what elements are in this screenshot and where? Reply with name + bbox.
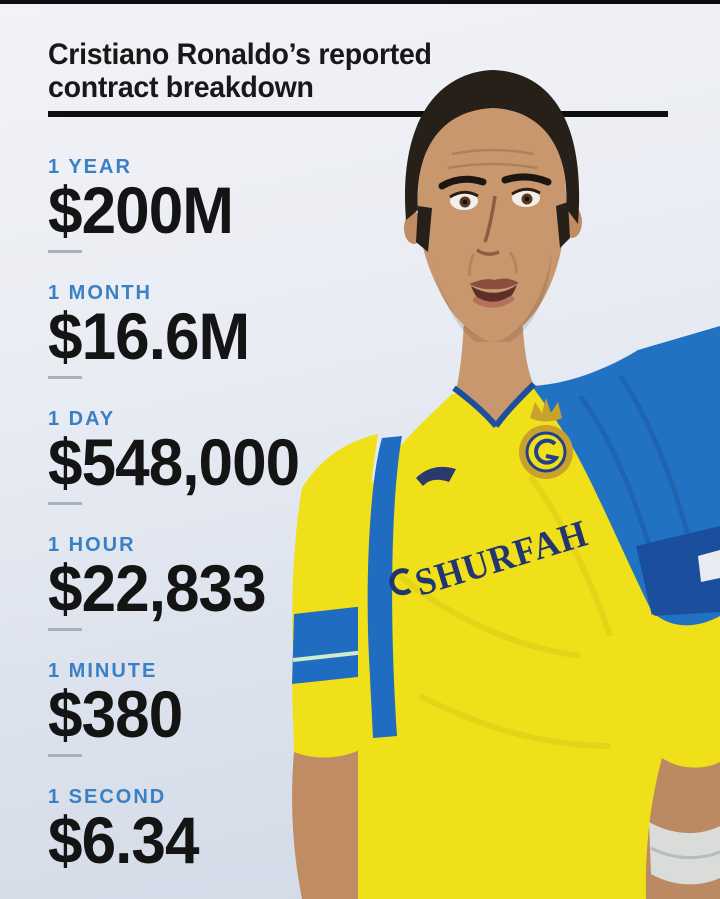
sponsor-mark <box>389 568 412 596</box>
stat-divider <box>48 628 82 631</box>
left-sleeve-lower <box>292 676 370 759</box>
jersey-folds <box>398 474 613 749</box>
stat-amount: $380 <box>48 677 183 751</box>
stat-divider <box>48 250 82 253</box>
eyelids <box>449 187 541 199</box>
page-title-line1: Cristiano Ronaldo’s reported <box>48 38 432 71</box>
right-sleeve-lower <box>651 614 720 767</box>
right-armband <box>636 526 720 616</box>
vneck-collar <box>452 381 537 428</box>
cheek-folds <box>468 251 518 277</box>
stat-amount: $200M <box>48 173 234 247</box>
page-title: Cristiano Ronaldo’s reported contract br… <box>48 38 432 104</box>
left-side-panel <box>367 436 402 738</box>
eyebrows <box>438 173 552 190</box>
nose <box>475 195 500 256</box>
stat-row-year: 1 YEAR $200M <box>48 156 358 253</box>
top-border-strip <box>0 0 720 4</box>
upper-lip <box>469 278 519 290</box>
stat-row-month: 1 MONTH $16.6M <box>48 282 358 379</box>
stat-row-minute: 1 MINUTE $380 <box>48 660 358 757</box>
stat-amount: $22,833 <box>48 551 267 625</box>
ronaldo-face <box>417 106 567 341</box>
page-title-line2: contract breakdown <box>48 71 314 104</box>
stat-period-label: 1 YEAR <box>48 156 132 178</box>
right-armband-patch <box>698 550 720 582</box>
stat-divider <box>48 502 82 505</box>
kit-maker-logo <box>416 466 456 486</box>
left-armband <box>292 606 367 686</box>
crest-glyph <box>534 438 560 465</box>
stat-period-label: 1 MINUTE <box>48 660 158 682</box>
left-pupil <box>462 199 468 205</box>
wristband <box>649 822 720 885</box>
crest-crown <box>530 398 562 422</box>
right-pupil <box>524 196 530 202</box>
stat-period-label: 1 HOUR <box>48 534 136 556</box>
stat-row-second: 1 SECOND $6.34 <box>48 786 358 877</box>
stat-amount: $16.6M <box>48 299 250 373</box>
right-sleeve-folds <box>577 374 691 557</box>
stat-row-hour: 1 HOUR $22,833 <box>48 534 358 631</box>
stat-period-label: 1 SECOND <box>48 786 167 808</box>
left-armband-stripe <box>292 650 367 662</box>
ronaldo-photo: SHURFAH <box>292 70 720 899</box>
contract-stats-list: 1 YEAR $200M 1 MONTH $16.6M 1 DAY $548,0… <box>48 156 358 899</box>
stat-period-label: 1 DAY <box>48 408 116 430</box>
club-crest <box>519 398 573 479</box>
lower-lip <box>473 296 514 308</box>
stat-amount: $6.34 <box>48 803 200 877</box>
stat-divider <box>48 754 82 757</box>
stat-row-day: 1 DAY $548,000 <box>48 408 358 505</box>
title-underline <box>48 111 668 117</box>
stat-amount: $548,000 <box>48 425 300 499</box>
stat-divider <box>48 376 82 379</box>
wristband-crease <box>650 846 720 860</box>
forehead-lines <box>447 148 539 170</box>
ronaldo-hair <box>405 70 580 224</box>
stat-period-label: 1 MONTH <box>48 282 152 304</box>
